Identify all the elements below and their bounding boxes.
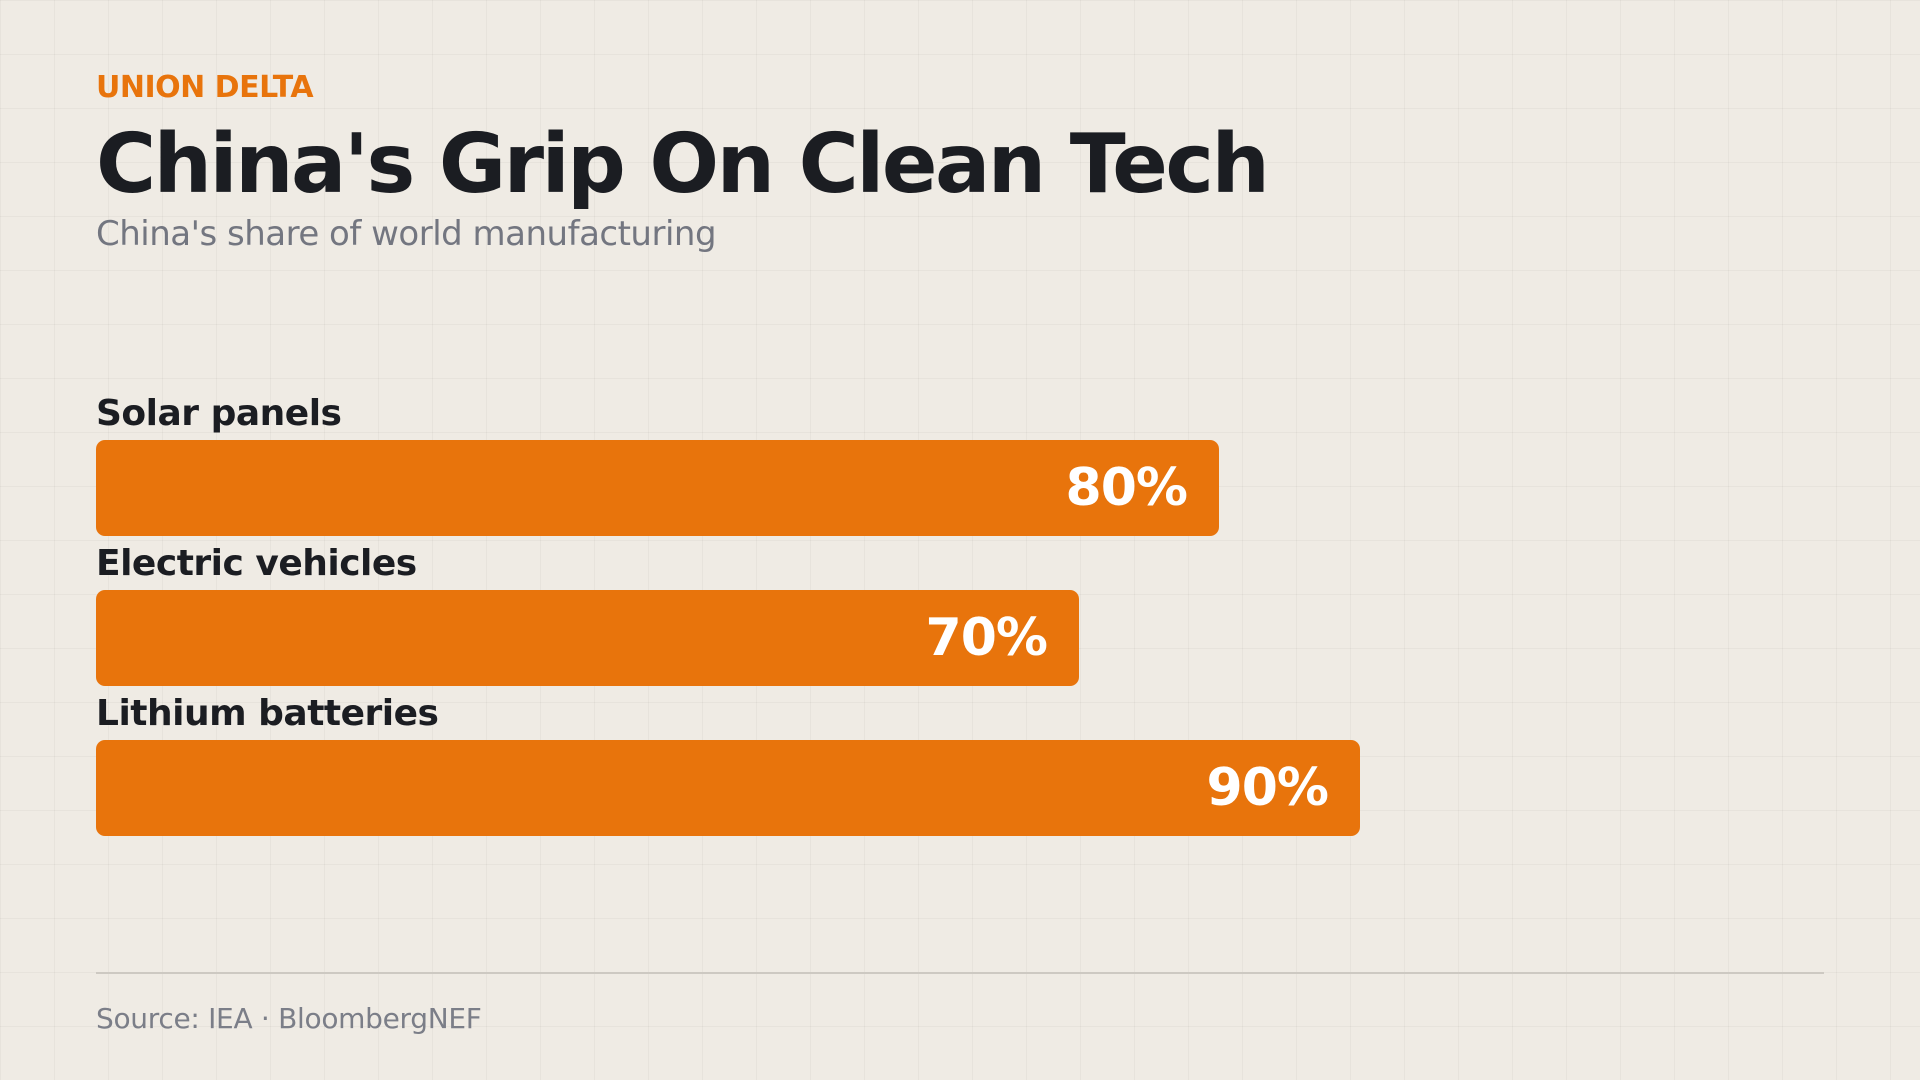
bar-value-label: 80% bbox=[1065, 458, 1188, 518]
bar-value-label: 70% bbox=[925, 608, 1048, 668]
bar-track: 80% bbox=[96, 440, 1824, 536]
bar-category-label: Lithium batteries bbox=[96, 693, 439, 734]
source-note: Source: IEA · BloombergNEF bbox=[96, 1002, 482, 1035]
bar-value-label: 90% bbox=[1206, 758, 1329, 818]
bar-category-label: Electric vehicles bbox=[96, 543, 417, 584]
bar-row: Electric vehicles 70% bbox=[96, 540, 1824, 690]
bar: 70% bbox=[96, 590, 1079, 686]
chart-subtitle: China's share of world manufacturing bbox=[96, 214, 717, 254]
brand-label: UNION DELTA bbox=[96, 70, 314, 105]
footer-divider bbox=[96, 972, 1824, 974]
bar-track: 70% bbox=[96, 590, 1824, 686]
bar-row: Lithium batteries 90% bbox=[96, 690, 1824, 840]
chart-title: China's Grip On Clean Tech bbox=[96, 117, 1270, 212]
bar-track: 90% bbox=[96, 740, 1824, 836]
bar: 90% bbox=[96, 740, 1360, 836]
bar: 80% bbox=[96, 440, 1219, 536]
bar-category-label: Solar panels bbox=[96, 393, 342, 434]
bar-row: Solar panels 80% bbox=[96, 390, 1824, 540]
